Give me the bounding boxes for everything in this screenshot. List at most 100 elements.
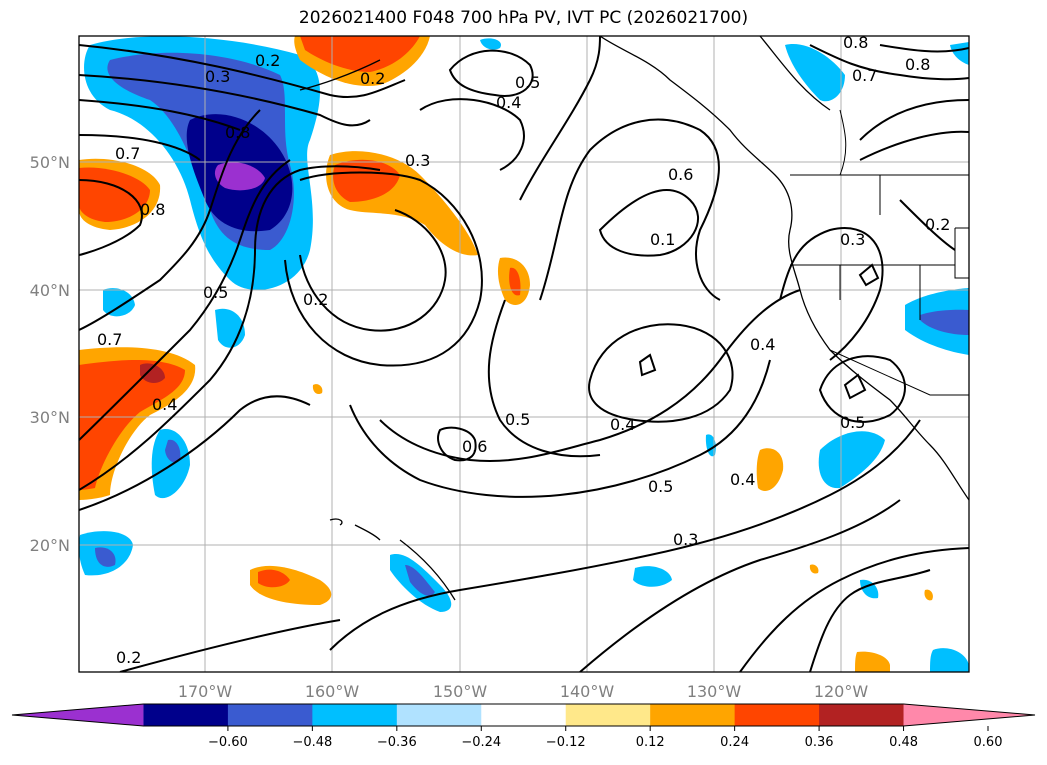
colorbar-tick-label: −0.12 — [546, 735, 586, 750]
positive-region — [300, 36, 420, 72]
contour-label: 0.4 — [610, 415, 635, 434]
lat-label: 50°N — [30, 153, 70, 172]
colorbar-bin — [734, 704, 820, 726]
contour-line — [843, 373, 867, 400]
contour-line — [448, 49, 534, 97]
contour-label: 0.1 — [650, 230, 675, 249]
contour-label: 0.6 — [668, 165, 693, 184]
contour-line — [588, 323, 734, 423]
contour-line — [79, 165, 381, 491]
negative-region — [920, 309, 969, 335]
contour-label: 0.8 — [905, 55, 930, 74]
lat-label: 20°N — [30, 536, 70, 555]
contour-label: 0.7 — [97, 330, 122, 349]
contour-line — [349, 359, 771, 498]
contour-line — [539, 118, 721, 301]
gridlines — [79, 36, 969, 672]
positive-region — [809, 564, 819, 574]
negative-region — [151, 429, 190, 499]
lon-label: 130°W — [687, 682, 742, 701]
contour-label: 0.5 — [505, 410, 530, 429]
negative-region — [633, 566, 672, 587]
negative-region — [930, 648, 969, 672]
contour-label: 0.2 — [303, 290, 328, 309]
contour-label: 0.4 — [496, 93, 521, 112]
contour-line — [79, 134, 201, 161]
contour-line — [779, 227, 884, 361]
coastline — [759, 36, 831, 111]
colorbar-bin — [819, 704, 905, 726]
lon-label: 170°W — [178, 682, 233, 701]
map-frame — [78, 35, 970, 673]
coastlines — [299, 36, 969, 601]
colorbar-bin — [312, 704, 398, 726]
colorbar-tick-label: −0.36 — [377, 735, 417, 750]
colorbar-bin — [481, 704, 567, 726]
contour-line — [487, 299, 601, 458]
colorbar-bin — [565, 704, 651, 726]
border — [954, 227, 969, 279]
contour-line — [859, 99, 969, 141]
negative-region — [214, 162, 265, 191]
contour-label: 0.5 — [515, 73, 540, 92]
positive-region — [140, 363, 165, 384]
contour-label: 0.8 — [225, 123, 250, 142]
colorbar-extend-high — [903, 704, 1035, 726]
colorbar-tick-label: 0.24 — [720, 735, 749, 750]
contour-label: 0.2 — [116, 648, 141, 667]
contour-line — [79, 74, 371, 127]
lon-label: 140°W — [560, 682, 615, 701]
colorbar-bin — [650, 704, 736, 726]
contour-label: 0.3 — [405, 151, 430, 170]
contour-line — [859, 130, 969, 161]
lon-label: 150°W — [433, 682, 488, 701]
contour-label: 0.8 — [140, 200, 165, 219]
contour-line — [379, 289, 801, 462]
colorbar-bin — [396, 704, 482, 726]
negative-region — [785, 44, 845, 102]
negative-region — [818, 431, 885, 489]
contour-line — [598, 189, 700, 257]
positive-region — [855, 651, 890, 672]
lon-label: 120°W — [814, 682, 869, 701]
border — [829, 349, 969, 396]
contour-label: 0.3 — [840, 230, 865, 249]
contour-line — [79, 99, 241, 131]
contour-label: 0.4 — [750, 335, 775, 354]
positive-region — [333, 159, 400, 202]
lat-label: 40°N — [30, 281, 70, 300]
contour-label: 0.7 — [852, 66, 877, 85]
colorbar-tick-label: −0.48 — [292, 735, 332, 750]
contour-label: 0.3 — [205, 67, 230, 86]
contour-label: 0.4 — [730, 470, 755, 489]
colorbar-tick-label: 0.60 — [974, 735, 1003, 750]
contour-line — [79, 44, 406, 99]
negative-region — [405, 565, 435, 596]
colorbar-tick-label: 0.48 — [889, 735, 918, 750]
coastline — [599, 36, 969, 501]
contour-line — [79, 395, 311, 511]
contour-line — [879, 44, 969, 53]
contour-label: 0.3 — [673, 530, 698, 549]
positive-region — [79, 360, 185, 490]
contour-line — [858, 263, 880, 287]
positive-region — [924, 589, 933, 601]
colorbar-tick-label: −0.24 — [461, 735, 501, 750]
colorbar: −0.60 −0.48 −0.36 −0.24 −0.12 0.12 0.24 0.36 0.4… — [11, 703, 1036, 750]
colorbar-tick-label: 0.36 — [805, 735, 834, 750]
coastline — [329, 518, 343, 526]
negative-region — [95, 547, 116, 567]
negative-region — [950, 42, 969, 65]
negative-region — [103, 288, 135, 317]
positive-region — [258, 569, 290, 588]
negative-region — [480, 38, 501, 50]
contour-line — [638, 353, 657, 377]
contour-label: 0.8 — [843, 33, 868, 52]
contour-line — [579, 499, 901, 672]
positive-region — [756, 448, 784, 491]
positive-region — [312, 384, 323, 395]
colorbar-outline — [11, 703, 1036, 727]
contour-label: 0.7 — [115, 144, 140, 163]
longitude-labels: 170°W 160°W 150°W 140°W 130°W 120°W — [178, 682, 869, 701]
